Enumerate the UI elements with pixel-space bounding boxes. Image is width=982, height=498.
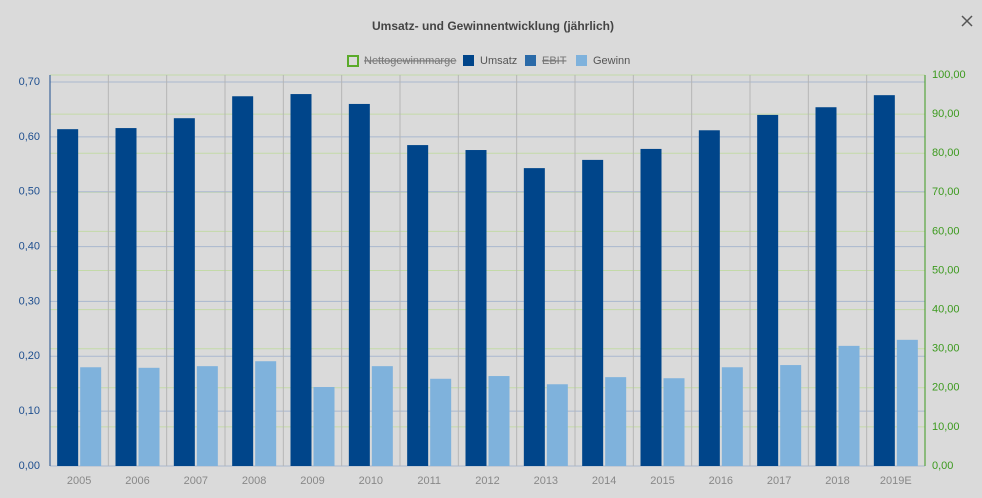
bar <box>196 366 218 466</box>
legend-swatch <box>525 55 536 66</box>
x-tick-label: 2011 <box>417 475 441 487</box>
y2-tick-label: 20,00 <box>932 382 960 394</box>
bar <box>57 129 79 467</box>
y2-tick-label: 60,00 <box>932 225 960 237</box>
bar <box>873 95 895 466</box>
y-tick-label: 0,60 <box>19 131 40 143</box>
legend-label: Gewinn <box>593 55 630 67</box>
legend-label: EBIT <box>542 55 567 67</box>
bar <box>371 366 393 466</box>
bar <box>640 148 662 466</box>
bar <box>232 96 254 467</box>
bar <box>523 168 545 466</box>
close-button[interactable] <box>961 15 973 27</box>
y-tick-label: 0,40 <box>19 240 40 252</box>
y2-tick-label: 10,00 <box>932 421 960 433</box>
x-tick-label: 2016 <box>709 475 733 487</box>
bar <box>430 378 452 466</box>
x-tick-label: 2017 <box>767 475 791 487</box>
bar <box>757 114 779 467</box>
y2-tick-label: 50,00 <box>932 264 960 276</box>
bar <box>721 367 743 466</box>
bar <box>546 384 568 466</box>
chart-title: Umsatz- und Gewinnentwicklung (jährlich) <box>372 19 614 33</box>
bar <box>348 103 370 466</box>
legend-item[interactable]: Umsatz <box>463 55 517 67</box>
bar <box>663 378 685 466</box>
bar <box>780 365 802 466</box>
bar <box>138 367 160 466</box>
y-tick-label: 0,00 <box>19 460 40 472</box>
y-tick-label: 0,30 <box>19 295 40 307</box>
x-tick-label: 2019E <box>880 475 912 487</box>
y2-tick-label: 100,00 <box>932 69 966 81</box>
bar <box>465 150 487 466</box>
bar <box>582 159 604 466</box>
y2-tick-label: 0,00 <box>932 460 953 472</box>
bar <box>290 94 312 466</box>
x-tick-label: 2014 <box>592 475 616 487</box>
x-tick-label: 2007 <box>184 475 208 487</box>
close-icon <box>961 15 973 27</box>
legend-label: Nettogewinnmarge <box>364 55 456 67</box>
bar <box>255 361 277 466</box>
x-tick-label: 2009 <box>300 475 324 487</box>
legend: Nettogewinnmarge Umsatz EBIT Gewinn <box>347 55 630 67</box>
bar <box>815 107 837 466</box>
legend-swatch <box>347 55 359 67</box>
legend-label: Umsatz <box>480 55 517 67</box>
legend-swatch <box>576 55 587 66</box>
legend-swatch <box>463 55 474 66</box>
y-tick-label: 0,50 <box>19 186 40 198</box>
y2-tick-label: 70,00 <box>932 186 960 198</box>
y-tick-label: 0,20 <box>19 350 40 362</box>
x-tick-label: 2010 <box>359 475 383 487</box>
bar <box>896 339 918 466</box>
bar <box>488 376 510 466</box>
x-tick-label: 2005 <box>67 475 91 487</box>
x-tick-label: 2012 <box>475 475 499 487</box>
x-tick-label: 2015 <box>650 475 674 487</box>
y-tick-label: 0,10 <box>19 405 40 417</box>
y2-tick-label: 90,00 <box>932 108 960 120</box>
bar <box>313 387 335 466</box>
x-tick-label: 2008 <box>242 475 266 487</box>
y2-tick-label: 40,00 <box>932 304 960 316</box>
bar <box>698 130 720 466</box>
legend-item[interactable]: Nettogewinnmarge <box>347 55 456 67</box>
y2-tick-label: 30,00 <box>932 343 960 355</box>
bar <box>838 345 860 466</box>
y-tick-label: 0,70 <box>19 76 40 88</box>
legend-item[interactable]: EBIT <box>525 55 567 67</box>
bar <box>605 377 627 466</box>
x-tick-label: 2006 <box>125 475 149 487</box>
bar <box>173 118 195 466</box>
bar <box>115 128 137 466</box>
x-tick-label: 2013 <box>534 475 558 487</box>
bar <box>407 145 429 467</box>
bar <box>80 367 102 466</box>
legend-item[interactable]: Gewinn <box>576 55 630 67</box>
x-tick-label: 2018 <box>825 475 849 487</box>
y2-tick-label: 80,00 <box>932 147 960 159</box>
